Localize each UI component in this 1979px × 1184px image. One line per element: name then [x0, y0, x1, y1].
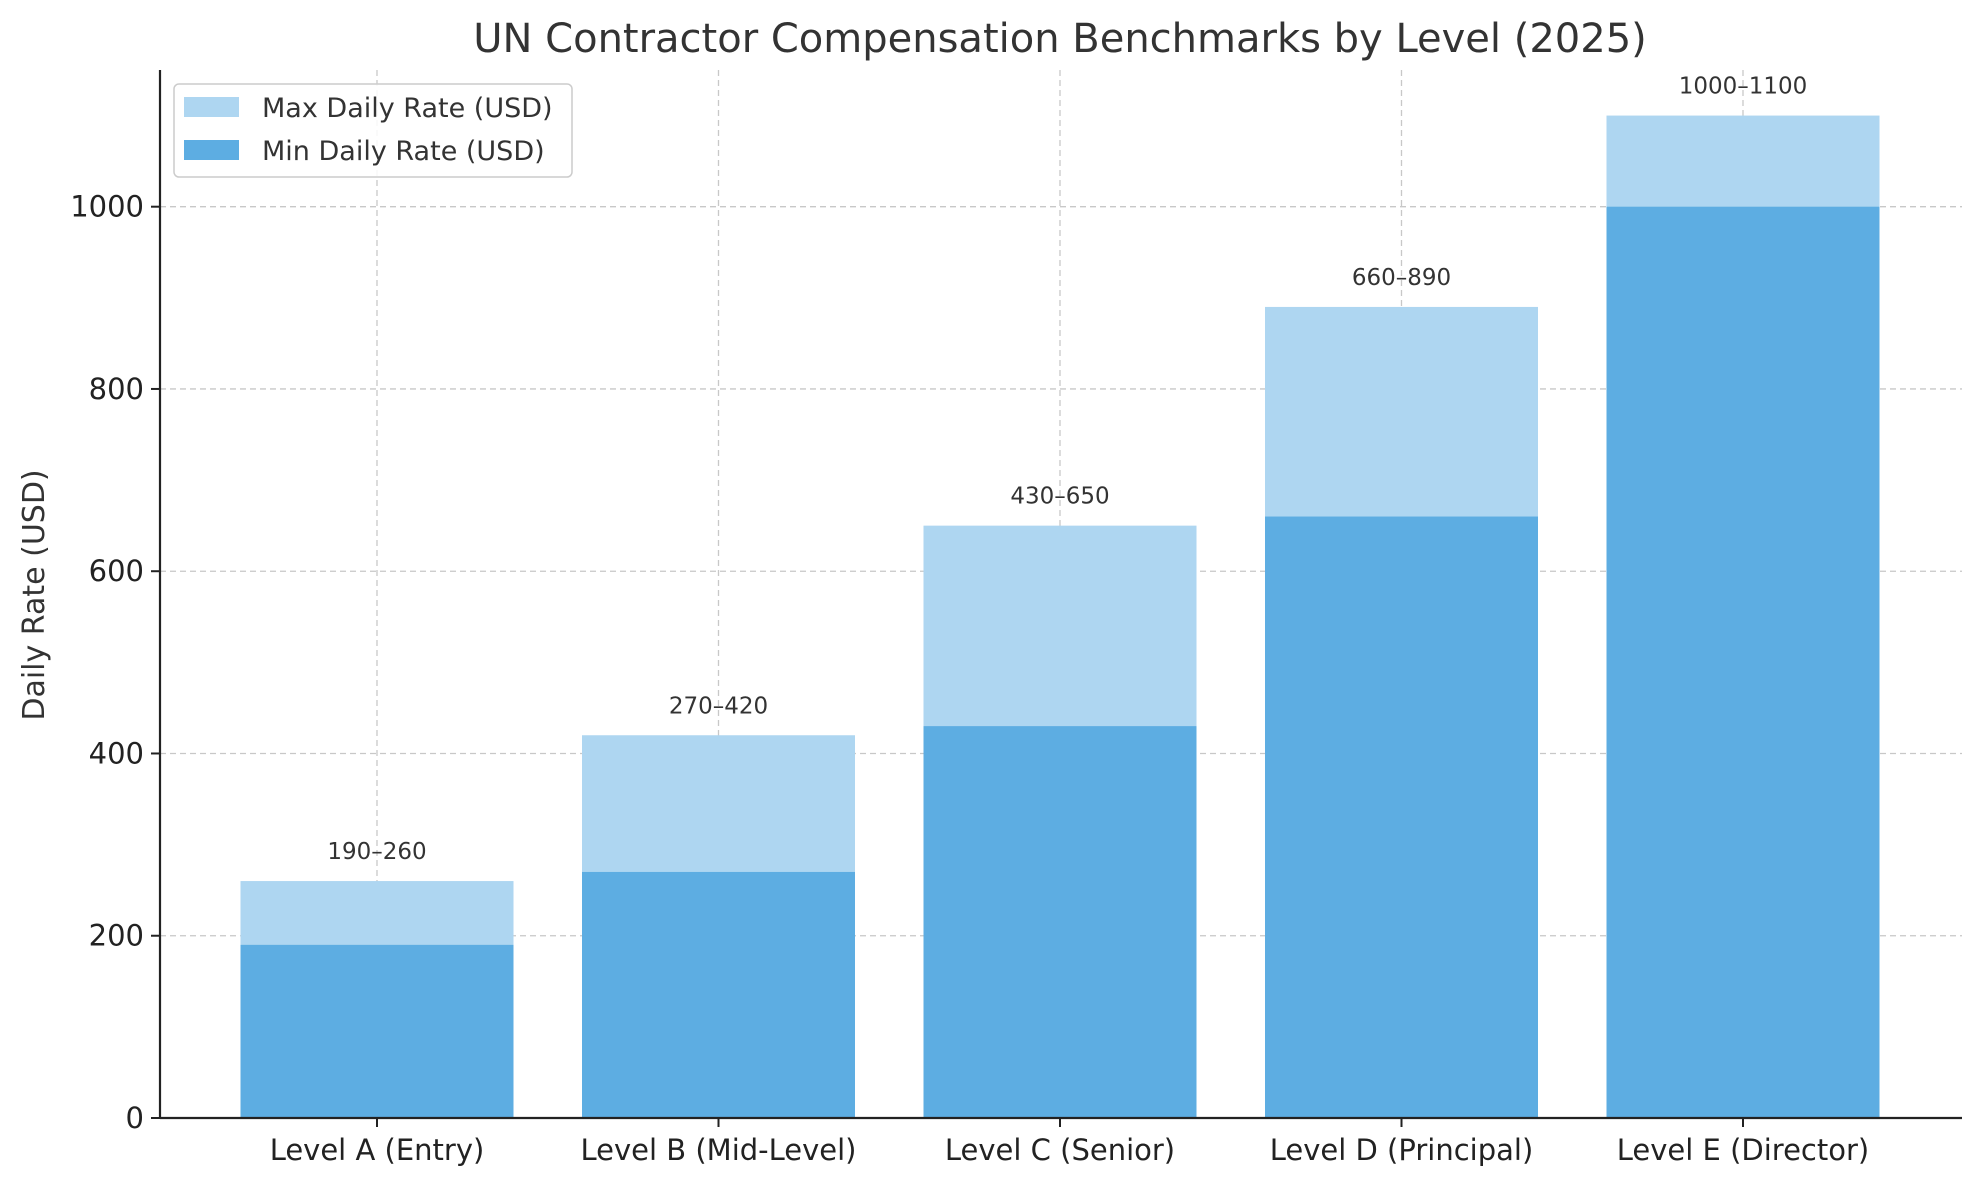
legend-swatch-max — [184, 97, 239, 117]
axes: Level A (Entry) Level B (Mid-Level) Level … — [70, 70, 1962, 1167]
bars — [240, 115, 1880, 1119]
x-tick-label: Level B (Mid-Level) — [580, 1133, 856, 1167]
data-label: 430–650 — [1010, 484, 1109, 510]
legend: Max Daily Rate (USD) Min Daily Rate (USD… — [173, 83, 573, 178]
y-axis-label: Daily Rate (USD) — [17, 469, 52, 720]
bar-min — [923, 726, 1197, 1118]
y-tick-label: 200 — [89, 919, 144, 953]
data-label: 660–890 — [1352, 265, 1451, 291]
legend-swatch-min — [184, 140, 239, 160]
bar-min — [582, 871, 855, 1118]
y-tick-label: 400 — [89, 736, 144, 770]
data-label: 190–260 — [327, 839, 426, 865]
chart-title: UN Contractor Compensation Benchmarks by… — [473, 16, 1647, 62]
bar-min — [1606, 206, 1880, 1118]
x-tick-label: Level C (Senior) — [945, 1133, 1175, 1167]
y-tick-label: 800 — [89, 372, 144, 406]
data-labels: 190–260 270–420 430–650 660–890 1000–1100 — [327, 74, 1807, 865]
y-tick-label: 0 — [126, 1101, 144, 1135]
data-label: 270–420 — [669, 693, 768, 719]
bar-min — [1265, 516, 1538, 1118]
x-tick-label: Level D (Principal) — [1270, 1133, 1534, 1167]
legend-label-max: Max Daily Rate (USD) — [262, 93, 553, 124]
y-tick-label: 600 — [89, 554, 144, 588]
x-tick-label: Level A (Entry) — [270, 1133, 485, 1167]
bar-min — [240, 944, 514, 1118]
legend-frame — [173, 83, 573, 178]
legend-label-min: Min Daily Rate (USD) — [262, 136, 545, 167]
x-tick-label: Level E (Director) — [1617, 1133, 1869, 1167]
data-label: 1000–1100 — [1679, 74, 1808, 100]
y-tick-label: 1000 — [70, 190, 144, 224]
